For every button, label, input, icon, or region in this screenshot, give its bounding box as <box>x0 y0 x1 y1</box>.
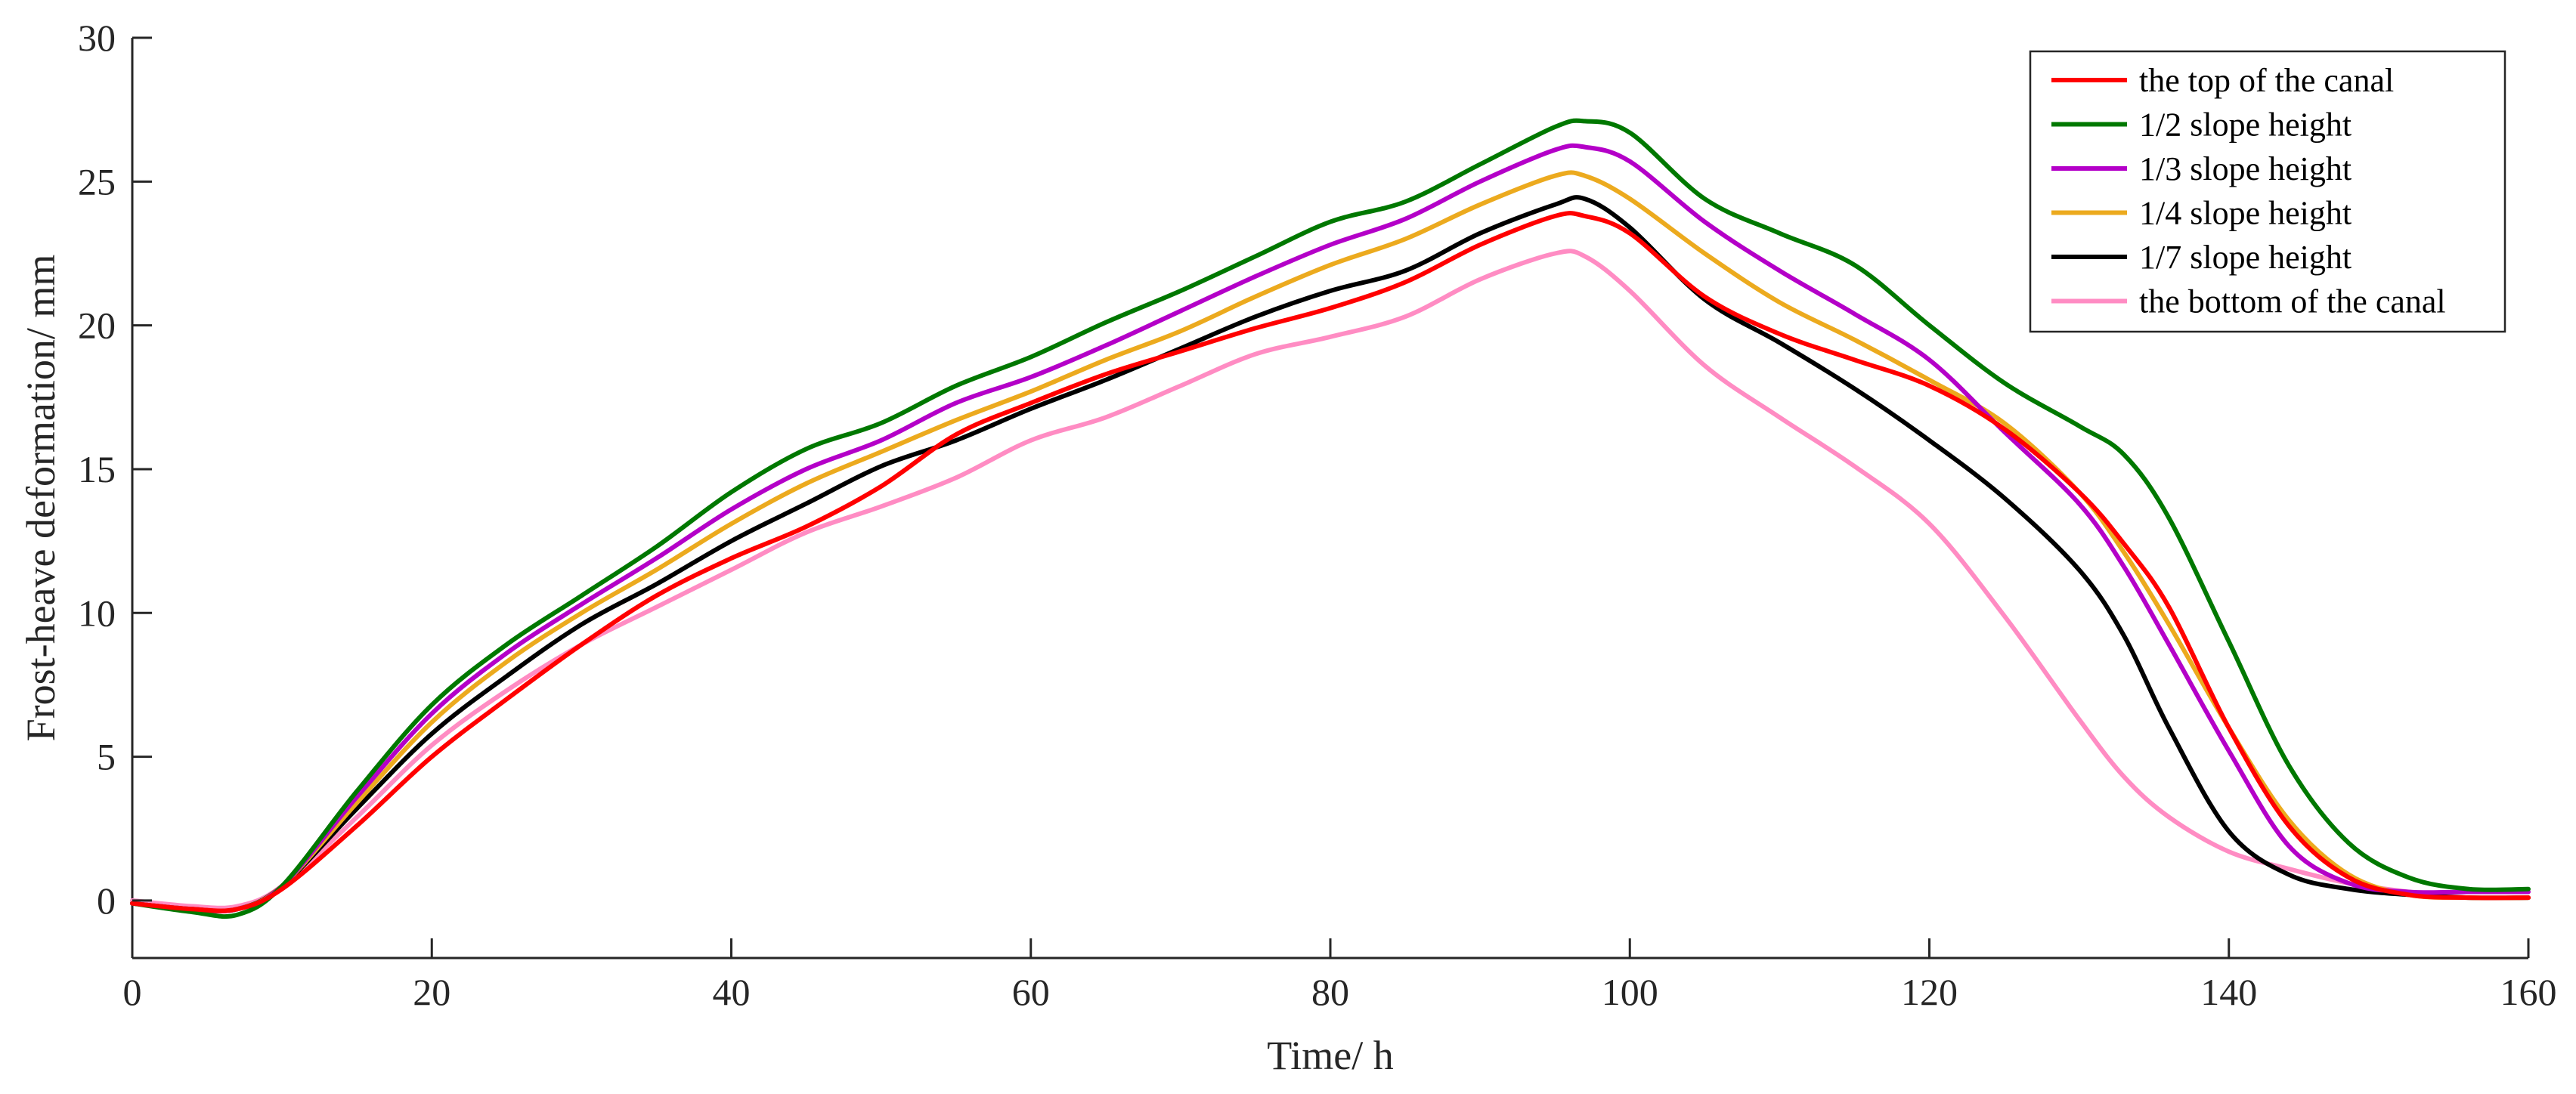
y-tick-label: 25 <box>78 160 116 202</box>
x-tick-label: 100 <box>1602 971 1658 1013</box>
series-line-5 <box>130 195 2531 913</box>
x-axis-ticks: 0 20 40 60 80 100 120 140 160 <box>123 938 2557 1013</box>
legend-label: the bottom of the canal <box>2139 283 2446 320</box>
x-tick-label: 60 <box>1012 971 1050 1013</box>
series-line-3 <box>130 143 2531 913</box>
x-tick-label: 0 <box>123 971 142 1013</box>
series-layer <box>130 118 2531 919</box>
x-tick-label: 20 <box>413 971 450 1013</box>
y-tick-label: 15 <box>78 448 116 490</box>
x-tick-label: 80 <box>1311 971 1349 1013</box>
x-axis-title: Time/ h <box>1267 1033 1394 1078</box>
legend: the top of the canal 1/2 slope height 1/3 … <box>2029 50 2506 333</box>
y-tick-label: 30 <box>78 17 116 59</box>
x-tick-label: 120 <box>1901 971 1958 1013</box>
x-tick-label: 40 <box>713 971 751 1013</box>
legend-label: 1/3 slope height <box>2139 150 2352 187</box>
series-line-6 <box>130 249 2531 910</box>
series-line-2 <box>130 118 2531 919</box>
legend-label: 1/4 slope height <box>2139 195 2352 232</box>
series-line-1 <box>130 211 2531 913</box>
y-axis-ticks: 0 5 10 15 20 25 30 <box>78 17 152 922</box>
y-tick-label: 0 <box>97 879 116 922</box>
y-tick-label: 10 <box>78 592 116 634</box>
legend-label: 1/2 slope height <box>2139 107 2352 144</box>
x-tick-label: 140 <box>2200 971 2257 1013</box>
x-tick-label: 160 <box>2500 971 2557 1013</box>
y-tick-label: 20 <box>78 304 116 347</box>
y-tick-label: 5 <box>97 736 116 778</box>
legend-label: 1/7 slope height <box>2139 239 2352 276</box>
y-axis-title: Frost-heave deformation/ mm <box>18 255 63 742</box>
legend-label: the top of the canal <box>2139 62 2394 99</box>
legend-box <box>2029 50 2506 333</box>
series-line-4 <box>130 170 2531 913</box>
